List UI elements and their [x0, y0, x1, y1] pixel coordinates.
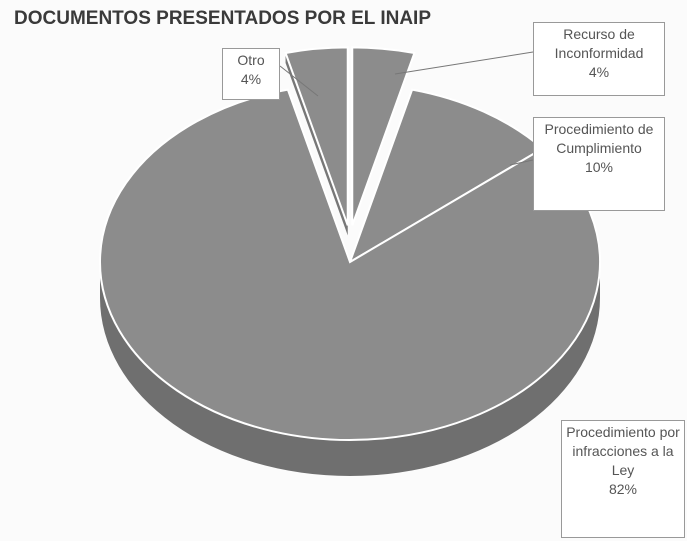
leader-line — [509, 159, 534, 166]
data-label: Otro 4% — [222, 48, 280, 100]
category-name: Procedimiento por infracciones a la Ley — [566, 424, 680, 478]
value-label: 82% — [608, 481, 638, 497]
pie-slice — [99, 88, 601, 441]
data-label: Recurso de Inconformidad 4% — [533, 22, 665, 96]
category-name: Recurso de Inconformidad — [554, 26, 644, 61]
pie-slice — [284, 46, 349, 226]
leader-line — [279, 65, 319, 97]
value-label: 4% — [240, 71, 262, 87]
pie-side — [100, 262, 600, 476]
data-label: Procedimiento de Cumplimiento 10% — [533, 117, 665, 211]
leader-line — [394, 51, 534, 75]
value-label: 10% — [584, 159, 614, 175]
data-label: Procedimiento por infracciones a la Ley 8… — [561, 420, 685, 538]
category-name: Procedimiento de Cumplimiento — [544, 121, 654, 156]
category-name: Otro — [237, 52, 265, 68]
chart-title: DOCUMENTOS PRESENTADOS POR EL INAIP — [14, 8, 431, 29]
pie-slice — [351, 46, 416, 226]
value-label: 4% — [588, 64, 610, 80]
